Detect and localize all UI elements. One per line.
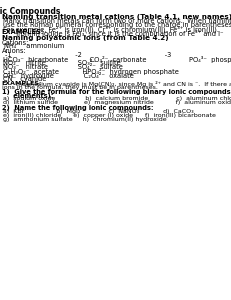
Text: elements):: elements):: [2, 93, 53, 99]
Text: Anions:: Anions:: [2, 48, 27, 54]
Text: Many transition metals can form two or more cations.  When naming the compound, : Many transition metals can form two or m…: [3, 18, 231, 24]
Text: ions in the formula, they must be in parentheses.: ions in the formula, they must be in par…: [2, 85, 158, 90]
Text: OH⁻  hydroxide              C₂O₄²⁻  oxalate: OH⁻ hydroxide C₂O₄²⁻ oxalate: [3, 72, 134, 79]
Text: g)  ammonium sulfate     h)  chromium(II) hydroxide: g) ammonium sulfate h) chromium(II) hydr…: [3, 117, 167, 122]
Text: magnesium cyanide is Mg(CN)₂, since Mg is ²⁺ and CN is ⁻.  If there are 2 or mor: magnesium cyanide is Mg(CN)₂, since Mg i…: [12, 81, 231, 87]
Text: HCO₃⁻  bicarbonate          CO₃²⁻  carbonate                    PO₄³⁻  phosphate: HCO₃⁻ bicarbonate CO₃²⁻ carbonate PO₄³⁻ …: [3, 56, 231, 63]
Text: d)  lithium sulfide             e)  magnesium nitride           f)  aluminum oxi: d) lithium sulfide e) magnesium nitride …: [3, 100, 231, 105]
Text: NO₂⁻   nitrite               SO₃²⁻  sulfite: NO₂⁻ nitrite SO₃²⁻ sulfite: [3, 60, 121, 66]
Text: NH₄⁺   ammonium: NH₄⁺ ammonium: [4, 43, 64, 49]
Text: Naming polyatomic ions (from Table 4.2): Naming polyatomic ions (from Table 4.2): [2, 35, 168, 41]
Text: e)  iron(II) chloride      e)  copper (I) oxide      f)  iron(III) bicarbonate: e) iron(II) chloride e) copper (I) oxide…: [3, 113, 216, 118]
Text: For example, Fe²⁺ is iron(II), Cr³⁺ is chromium(III), Fe³⁺ is iron(III).: For example, Fe²⁺ is iron(II), Cr³⁺ is c…: [3, 25, 219, 33]
Text: EXAMPLES:: EXAMPLES:: [2, 29, 44, 35]
Text: 2)  Name the following ionic compounds:: 2) Name the following ionic compounds:: [2, 105, 153, 111]
Text: iron(III) iodide is FeI₃, since it is the combination of Fe³⁺ and I⁻: iron(III) iodide is FeI₃, since it is th…: [12, 29, 224, 37]
Text: C₂H₃O₂⁻  acetate           HPO₄²⁻  hydrogen phosphate: C₂H₃O₂⁻ acetate HPO₄²⁻ hydrogen phosphat…: [3, 68, 179, 75]
Text: -1                              -2                                       -3: -1 -2 -3: [5, 52, 171, 58]
Text: CN⁻  cyanide: CN⁻ cyanide: [3, 76, 47, 82]
Text: NO₃⁻   nitrate              SO₄²⁻  sulfate: NO₃⁻ nitrate SO₄²⁻ sulfate: [3, 64, 123, 70]
Text: use the Roman numeral corresponding to the charge in parentheses.: use the Roman numeral corresponding to t…: [3, 22, 231, 28]
Text: a)  sodium oxide               b)  calcium bromide              c)  aluminum chl: a) sodium oxide b) calcium bromide c) al…: [3, 96, 231, 101]
Text: EXAMPLES:: EXAMPLES:: [2, 81, 42, 86]
Text: 1)  Give the formula for the following binary ionic compounds (binary compounds : 1) Give the formula for the following bi…: [2, 89, 231, 95]
Text: Naming transition metal cations (Table 4.1, new names): Naming transition metal cations (Table 4…: [2, 14, 231, 20]
Text: a)  KBr                b)  MgI₂              c)  NaNO₃            d)  CaCO₃: a) KBr b) MgI₂ c) NaNO₃ d) CaCO₃: [3, 109, 194, 114]
Text: Ionic Compounds: Ionic Compounds: [0, 7, 60, 16]
Text: Cations:: Cations:: [2, 40, 29, 46]
